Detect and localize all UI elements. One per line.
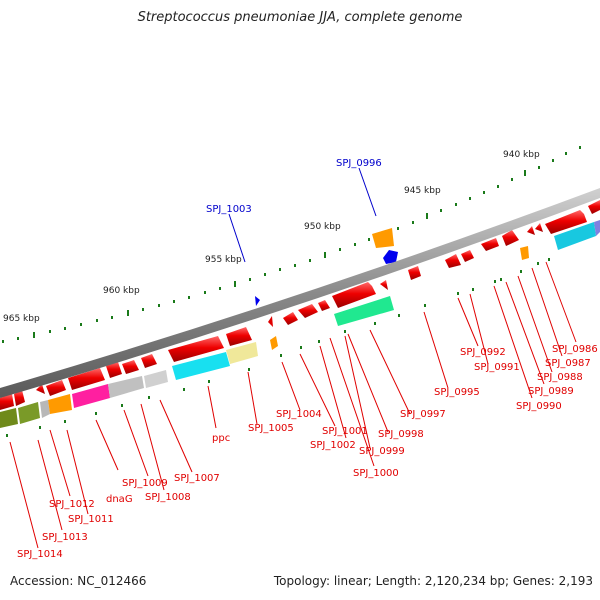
gene-spj-0986[interactable] [554, 222, 596, 250]
gene-red[interactable] [408, 266, 421, 280]
gene-red[interactable] [332, 282, 376, 308]
kbp-labels: 965 kbp 960 kbp 955 kbp 950 kbp 945 kbp … [3, 150, 540, 324]
gene-label-spj-0991[interactable]: SPJ_0991 [474, 362, 520, 373]
gene-label-spj-0986[interactable]: SPJ_0986 [552, 344, 598, 355]
gene-label-spj-0998[interactable]: SPJ_0998 [378, 429, 424, 440]
gene-dnag[interactable] [72, 384, 110, 408]
gene-spj-0996-box[interactable] [372, 228, 394, 248]
map-title: Streptococcus pneumoniae JJA, complete g… [137, 10, 463, 25]
genome-backbone [0, 188, 600, 398]
gene-label-spj-0997[interactable]: SPJ_0997 [400, 409, 446, 420]
gene-label-spj-0995[interactable]: SPJ_0995 [434, 387, 480, 398]
gene-red[interactable] [106, 362, 122, 378]
gene-spj-1009[interactable] [108, 376, 144, 398]
gene-label-spj-0990[interactable]: SPJ_0990 [516, 401, 562, 412]
gene-red[interactable] [380, 280, 388, 290]
gene-red[interactable] [68, 368, 105, 390]
gene-label-spj-1014[interactable]: SPJ_1014 [17, 549, 63, 560]
gene-red[interactable] [481, 238, 499, 251]
gene-label-spj-1000[interactable]: SPJ_1000 [353, 468, 399, 479]
gene-label-dnag[interactable]: dnaG [106, 494, 133, 505]
kbp-label: 955 kbp [205, 255, 242, 265]
kbp-label: 965 kbp [3, 314, 40, 324]
topology-text: Topology: linear; Length: 2,120,234 bp; … [273, 574, 593, 588]
gene-red[interactable] [283, 312, 298, 325]
kbp-label: 960 kbp [103, 286, 140, 296]
gene-spj-0998[interactable] [334, 296, 394, 326]
gene-label-spj-1012[interactable]: SPJ_1012 [49, 499, 95, 510]
gene-label-spj-1007[interactable]: SPJ_1007 [174, 473, 220, 484]
forward-strand-genes [0, 200, 600, 410]
gene-red[interactable] [461, 250, 474, 262]
gene-red[interactable] [535, 223, 543, 232]
gene-red[interactable] [298, 304, 318, 318]
gene-spj-1003[interactable] [255, 296, 260, 306]
gene-red[interactable] [527, 226, 535, 235]
gene-label-spj-1003[interactable]: SPJ_1003 [206, 204, 252, 215]
red-gene-labels: SPJ_1014 SPJ_1013 SPJ_1012 SPJ_1011 dnaG… [17, 344, 598, 560]
gene-label-spj-1004[interactable]: SPJ_1004 [276, 409, 322, 420]
gene-red[interactable] [122, 360, 139, 374]
blue-gene-labels: SPJ_1003 SPJ_0996 [206, 158, 382, 215]
gene-label-ppc[interactable]: ppc [212, 433, 230, 444]
kbp-label: 950 kbp [304, 222, 341, 232]
gene-label-spj-1001[interactable]: SPJ_1001 [322, 426, 368, 437]
gene-label-spj-0989[interactable]: SPJ_0989 [528, 386, 574, 397]
gene-red[interactable] [545, 210, 587, 234]
gene-red[interactable] [36, 384, 45, 394]
gene-red[interactable] [14, 390, 25, 406]
annotation-genes [0, 220, 600, 428]
gene-spj-1005[interactable] [270, 336, 278, 350]
gene-label-spj-0999[interactable]: SPJ_0999 [359, 446, 405, 457]
gene-label-spj-0996[interactable]: SPJ_0996 [336, 158, 382, 169]
gene-label-spj-1011[interactable]: SPJ_1011 [68, 514, 114, 525]
gene-spj-1007[interactable] [172, 352, 230, 380]
gene-red[interactable] [445, 254, 461, 268]
gene-red[interactable] [226, 327, 252, 346]
gene-red[interactable] [502, 230, 519, 246]
gene-label-spj-1013[interactable]: SPJ_1013 [42, 532, 88, 543]
accession-text: Accession: NC_012466 [10, 574, 147, 588]
gene-red[interactable] [141, 354, 157, 368]
kbp-label: 945 kbp [404, 186, 441, 196]
gene-spj-1014[interactable] [0, 408, 18, 428]
gene-purple[interactable] [594, 220, 600, 236]
gene-ppc-box[interactable] [226, 342, 258, 364]
gene-label-spj-1005[interactable]: SPJ_1005 [248, 423, 294, 434]
gene-ppc[interactable] [168, 336, 224, 362]
gene-red[interactable] [588, 200, 600, 214]
gene-label-spj-0992[interactable]: SPJ_0992 [460, 347, 506, 358]
gene-spj-1011[interactable] [48, 394, 72, 414]
gene-spj-1008[interactable] [144, 370, 168, 388]
gene-red[interactable] [0, 394, 14, 410]
gene-label-spj-1008[interactable]: SPJ_1008 [145, 492, 191, 503]
gene-spj-1012[interactable] [40, 400, 50, 418]
gene-spj-0987[interactable] [520, 246, 529, 260]
blue-leader-lines [228, 167, 377, 263]
kbp-label: 940 kbp [503, 150, 540, 160]
gene-label-spj-1009[interactable]: SPJ_1009 [122, 478, 168, 489]
gene-spj-0996[interactable] [383, 250, 398, 264]
gene-label-spj-0988[interactable]: SPJ_0988 [537, 372, 583, 383]
red-leader-lines [9, 261, 577, 549]
gene-label-spj-0987[interactable]: SPJ_0987 [545, 358, 591, 369]
gene-label-spj-1002[interactable]: SPJ_1002 [310, 440, 356, 451]
inner-tick-dots [6, 258, 550, 437]
gene-red[interactable] [318, 300, 330, 311]
gene-spj-1013[interactable] [18, 402, 40, 424]
gene-red[interactable] [46, 380, 66, 396]
gene-spj-1004[interactable] [268, 316, 273, 327]
